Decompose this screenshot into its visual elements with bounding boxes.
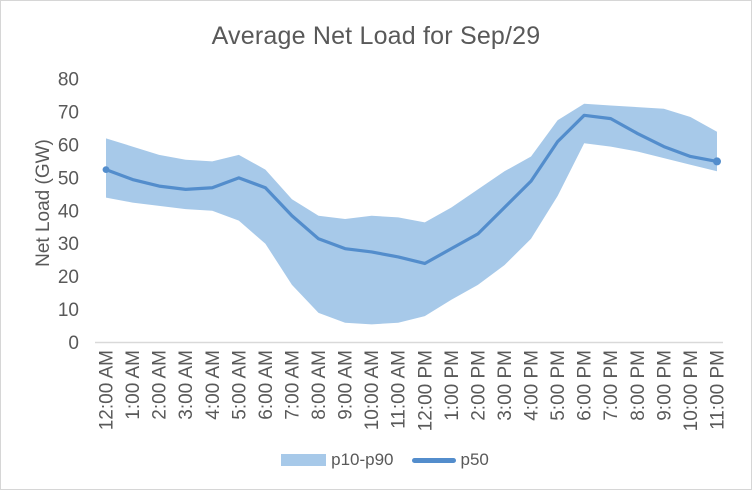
line-p50-end-marker [712, 157, 721, 166]
x-tick-label: 8:00 AM [309, 350, 330, 420]
y-tick-label: 50 [58, 168, 79, 189]
x-tick-label: 3:00 AM [176, 350, 197, 420]
x-tick-label: 8:00 PM [628, 350, 649, 421]
x-tick-label: 5:00 PM [548, 350, 569, 421]
x-tick-label: 12:00 PM [415, 350, 436, 431]
x-tick-label: 2:00 AM [150, 350, 171, 420]
y-tick-label: 20 [58, 267, 79, 288]
y-tick-label: 80 [58, 70, 79, 91]
line-p50-start-marker [102, 166, 110, 174]
x-tick-label: 3:00 PM [495, 350, 516, 421]
x-tick-label: 7:00 PM [601, 350, 622, 421]
x-tick-label: 10:00 PM [681, 350, 702, 431]
x-tick-label: 2:00 PM [468, 350, 489, 421]
x-tick-label: 7:00 AM [282, 350, 303, 420]
x-tick-label: 4:00 PM [522, 350, 543, 421]
y-tick-label: 10 [58, 300, 79, 321]
x-tick-label: 1:00 PM [442, 350, 463, 421]
x-tick-label: 10:00 AM [362, 350, 383, 430]
x-tick-label: 11:00 PM [707, 350, 728, 430]
y-tick-label: 30 [58, 234, 79, 255]
x-tick-label: 4:00 AM [203, 350, 224, 420]
legend-line-label: p50 [460, 450, 489, 469]
y-tick-label: 70 [58, 103, 79, 124]
series-band-p10-p90[interactable] [106, 103, 717, 325]
x-tick-label: 9:00 PM [654, 350, 675, 421]
x-tick-label: 1:00 AM [123, 350, 144, 420]
y-tick-label: 60 [58, 135, 79, 156]
x-tick-label: 6:00 AM [256, 350, 277, 420]
y-tick-label: 0 [68, 333, 79, 354]
x-tick-label: 12:00 AM [97, 350, 118, 430]
y-tick-label: 40 [58, 201, 79, 222]
legend-band-swatch-icon [281, 454, 327, 466]
x-tick-label: 9:00 AM [336, 350, 357, 420]
legend: p10-p90 p50 [19, 450, 751, 470]
x-tick-label: 5:00 AM [229, 350, 250, 420]
chart-title: Average Net Load for Sep/29 [211, 22, 541, 50]
legend-item-band[interactable]: p10-p90 [281, 450, 394, 470]
legend-item-line[interactable]: p50 [411, 450, 489, 470]
legend-line-swatch-icon [411, 457, 456, 463]
x-tick-label: 11:00 AM [389, 350, 410, 429]
x-tick-label: 6:00 PM [575, 350, 596, 421]
y-axis-title: Net Load (GW) [33, 139, 54, 267]
series-line-p50[interactable] [104, 113, 719, 266]
legend-band-label: p10-p90 [331, 450, 394, 469]
